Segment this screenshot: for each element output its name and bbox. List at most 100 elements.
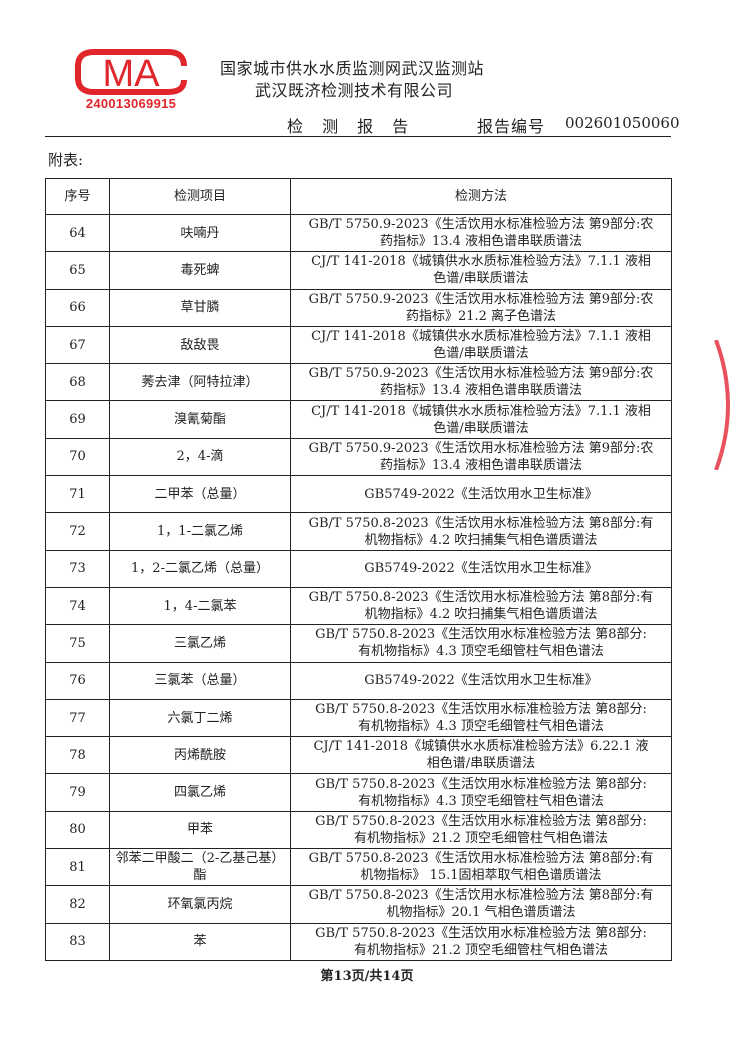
test-method-line: GB/T 5750.8-2023《生活饮用水标准检验方法 第8部分: xyxy=(315,925,647,941)
test-method: GB5749-2022《生活饮用水卫生标准》 xyxy=(290,475,672,514)
table-row: 64 呋喃丹 GB/T 5750.9-2023《生活饮用水标准检验方法 第9部分:农… xyxy=(45,213,672,253)
test-method-line: GB/T 5750.8-2023《生活饮用水标准检验方法 第8部分: xyxy=(315,702,647,717)
test-method-line: GB5749-2022《生活饮用水卫生标准》 xyxy=(364,561,598,577)
test-item: 敌敌畏 xyxy=(109,325,291,365)
page-number: 第13页/共14页 xyxy=(320,969,414,984)
cma-logo: MA xyxy=(75,49,187,95)
table-header-row: 序号 检测项目 检测方法 xyxy=(45,178,672,215)
test-method: GB/T 5750.8-2023《生活饮用水标准检验方法 第8部分:有机物指标》… xyxy=(290,624,672,663)
test-method-line: 有机物指标》21.2 顶空毛细管柱气相色谱法 xyxy=(353,830,609,846)
test-method-line: 机物指标》4.2 吹扫捕集气相色谱质谱法 xyxy=(364,532,598,548)
test-method: GB/T 5750.8-2023《生活饮用水标准检验方法 第8部分:有机物指标》… xyxy=(290,586,672,626)
test-method-line: 有机物指标》4.3 顶空毛细管柱气相色谱法 xyxy=(358,719,604,734)
table-row: 77 六氯丁二烯 GB/T 5750.8-2023《生活饮用水标准检验方法 第8部分… xyxy=(45,698,672,738)
test-method-line: 有机物指标》4.3 顶空毛细管柱气相色谱法 xyxy=(358,793,604,809)
test-item: 六氯丁二烯 xyxy=(109,698,291,738)
row-number: 74 xyxy=(45,586,110,626)
test-method: GB/T 5750.8-2023《生活饮用水标准检验方法 第8部分: 有机物指标》… xyxy=(290,698,672,738)
test-item: 1，2-二氯乙烯（总量） xyxy=(109,549,291,588)
test-method: GB/T 5750.9-2023《生活饮用水标准检验方法 第9部分:农 药指标》1… xyxy=(290,437,672,477)
test-method-line: CJ/T 141-2018《城镇供水水质标准检验方法》6.22.1 液 xyxy=(313,739,649,755)
test-item: 1，4-二氯苯 xyxy=(109,586,291,626)
row-number: 68 xyxy=(45,363,110,402)
test-method-line: 机物指标》4.2 吹扫捕集气相色谱质谱法 xyxy=(364,607,598,623)
test-method-line: 色谱/串联质谱法 xyxy=(433,271,529,287)
org-name-secondary: 武汉既济检测技术有限公司 xyxy=(255,81,454,100)
test-method-line: 相色谱/串联质谱法 xyxy=(426,756,536,772)
test-method: GB/T 5750.8-2023《生活饮用水标准检验方法 第8部分:有机物指标》… xyxy=(290,922,672,961)
header-item: 检测项目 xyxy=(109,178,291,215)
row-number: 81 xyxy=(45,848,110,887)
test-item: 丙烯酰胺 xyxy=(109,736,291,775)
table-row: 78 丙烯酰胺 CJ/T 141-2018《城镇供水水质标准检验方法》6.22.1 … xyxy=(45,736,672,775)
table-row: 73 1，2-二氯乙烯（总量） GB5749-2022《生活饮用水卫生标准》 xyxy=(45,549,672,588)
test-method: GB/T 5750.9-2023《生活饮用水标准检验方法 第9部分:农 药指标》2… xyxy=(290,288,672,327)
test-method-line: 药指标》13.4 液相色谱串联质谱法 xyxy=(379,234,583,250)
table-row: 68 莠去津（阿特拉津） GB/T 5750.9-2023《生活饮用水标准检验方法 … xyxy=(45,363,672,402)
row-number: 77 xyxy=(45,698,110,738)
test-method-line: GB/T 5750.8-2023《生活饮用水标准检验方法 第8部分:有 xyxy=(308,851,654,867)
test-method: CJ/T 141-2018《城镇供水水质标准检验方法》6.22.1 液相色谱/串… xyxy=(290,736,672,775)
test-method-line: 机物指标》20.1 气相色谱质谱法 xyxy=(386,905,576,921)
table-row: 76 三氯苯（总量） GB5749-2022《生活饮用水卫生标准》 xyxy=(45,661,672,700)
row-number: 83 xyxy=(45,922,110,961)
test-method-line: GB/T 5750.9-2023《生活饮用水标准检验方法 第9部分:农 xyxy=(308,291,654,307)
test-item: 苯 xyxy=(109,922,291,961)
test-method-line: 药指标》13.4 液相色谱串联质谱法 xyxy=(379,457,583,473)
row-number: 80 xyxy=(45,810,110,850)
table-row: 69 溴氰菊酯 CJ/T 141-2018《城镇供水水质标准检验方法》7.1.1 液… xyxy=(45,400,672,439)
report-number-label: 报告编号 xyxy=(477,117,546,136)
test-methods-table: 序号 检测项目 检测方法 64 呋喃丹 GB/T 5750.9-2023《生活饮用水… xyxy=(45,178,672,961)
test-item: 邻苯二甲酸二（2-乙基己基）酯 xyxy=(109,848,291,887)
test-method: GB/T 5750.8-2023《生活饮用水标准检验方法 第8部分:有机物指标》… xyxy=(290,773,672,812)
test-method-line: 有机物指标》21.2 顶空毛细管柱气相色谱法 xyxy=(353,942,609,958)
svg-text:MA: MA xyxy=(103,53,161,95)
test-method-line: 机物指标》 15.1固相萃取气相色谱质谱法 xyxy=(360,868,602,884)
test-item: 呋喃丹 xyxy=(109,213,291,253)
test-method-line: GB/T 5750.9-2023《生活饮用水标准检验方法 第9部分:农 xyxy=(308,440,654,456)
test-method-line: 色谱/串联质谱法 xyxy=(433,346,529,362)
test-method-line: 有机物指标》4.3 顶空毛细管柱气相色谱法 xyxy=(358,644,604,660)
partial-seal-stamp xyxy=(714,340,730,470)
test-method-line: CJ/T 141-2018《城镇供水水质标准检验方法》7.1.1 液相 xyxy=(311,254,651,270)
table-row: 65 毒死蜱 CJ/T 141-2018《城镇供水水质标准检验方法》7.1.1 液相… xyxy=(45,251,672,290)
test-method: GB/T 5750.8-2023《生活饮用水标准检验方法 第8部分:有机物指标》… xyxy=(290,512,672,551)
test-method-line: GB/T 5750.8-2023《生活饮用水标准检验方法 第8部分:有 xyxy=(308,888,654,904)
test-method: GB5749-2022《生活饮用水卫生标准》 xyxy=(290,549,672,588)
test-method: CJ/T 141-2018《城镇供水水质标准检验方法》7.1.1 液相 色谱/串联… xyxy=(290,325,672,365)
test-method: CJ/T 141-2018《城镇供水水质标准检验方法》7.1.1 液相 色谱/串联… xyxy=(290,251,672,290)
test-item: 三氯乙烯 xyxy=(109,624,291,663)
cert-number: 240013069915 xyxy=(85,96,177,111)
test-item: 甲苯 xyxy=(109,810,291,850)
row-number: 69 xyxy=(45,400,110,439)
test-method-line: GB5749-2022《生活饮用水卫生标准》 xyxy=(364,486,598,502)
test-method-line: GB/T 5750.8-2023《生活饮用水标准检验方法 第8部分:有 xyxy=(308,590,654,606)
test-method: GB/T 5750.8-2023《生活饮用水标准检验方法 第8部分:有机物指标》… xyxy=(290,810,672,850)
row-number: 65 xyxy=(45,251,110,290)
test-method-line: GB5749-2022《生活饮用水卫生标准》 xyxy=(364,673,598,689)
row-number: 67 xyxy=(45,325,110,365)
test-item: 环氧氯丙烷 xyxy=(109,885,291,924)
row-number: 76 xyxy=(45,661,110,700)
org-name-primary: 国家城市供水水质监测网武汉监测站 xyxy=(220,59,485,78)
header-no: 序号 xyxy=(45,178,110,215)
table-row: 71 二甲苯（总量） GB5749-2022《生活饮用水卫生标准》 xyxy=(45,475,672,514)
table-row: 82 环氧氯丙烷 GB/T 5750.8-2023《生活饮用水标准检验方法 第8部分… xyxy=(45,885,672,924)
test-item: 草甘膦 xyxy=(109,288,291,327)
header-method: 检测方法 xyxy=(290,178,672,215)
test-item: 二甲苯（总量） xyxy=(109,475,291,514)
row-number: 70 xyxy=(45,437,110,477)
test-item: 毒死蜱 xyxy=(109,251,291,290)
row-number: 79 xyxy=(45,773,110,812)
test-item: 三氯苯（总量） xyxy=(109,661,291,700)
row-number: 66 xyxy=(45,288,110,327)
test-method-line: GB/T 5750.9-2023《生活饮用水标准检验方法 第9部分:农 xyxy=(308,217,654,233)
table-row: 81 邻苯二甲酸二（2-乙基己基）酯 GB/T 5750.8-2023《生活饮用水标… xyxy=(45,848,672,887)
test-item: 2，4-滴 xyxy=(109,437,291,477)
table-row: 66 草甘膦 GB/T 5750.9-2023《生活饮用水标准检验方法 第9部分:农… xyxy=(45,288,672,327)
test-item: 四氯乙烯 xyxy=(109,773,291,812)
test-method: GB/T 5750.8-2023《生活饮用水标准检验方法 第8部分:有机物指标》… xyxy=(290,848,672,887)
test-method-line: CJ/T 141-2018《城镇供水水质标准检验方法》7.1.1 液相 xyxy=(311,403,651,419)
test-method-line: CJ/T 141-2018《城镇供水水质标准检验方法》7.1.1 液相 xyxy=(311,329,651,345)
table-row: 74 1，4-二氯苯 GB/T 5750.8-2023《生活饮用水标准检验方法 第8… xyxy=(45,586,672,626)
